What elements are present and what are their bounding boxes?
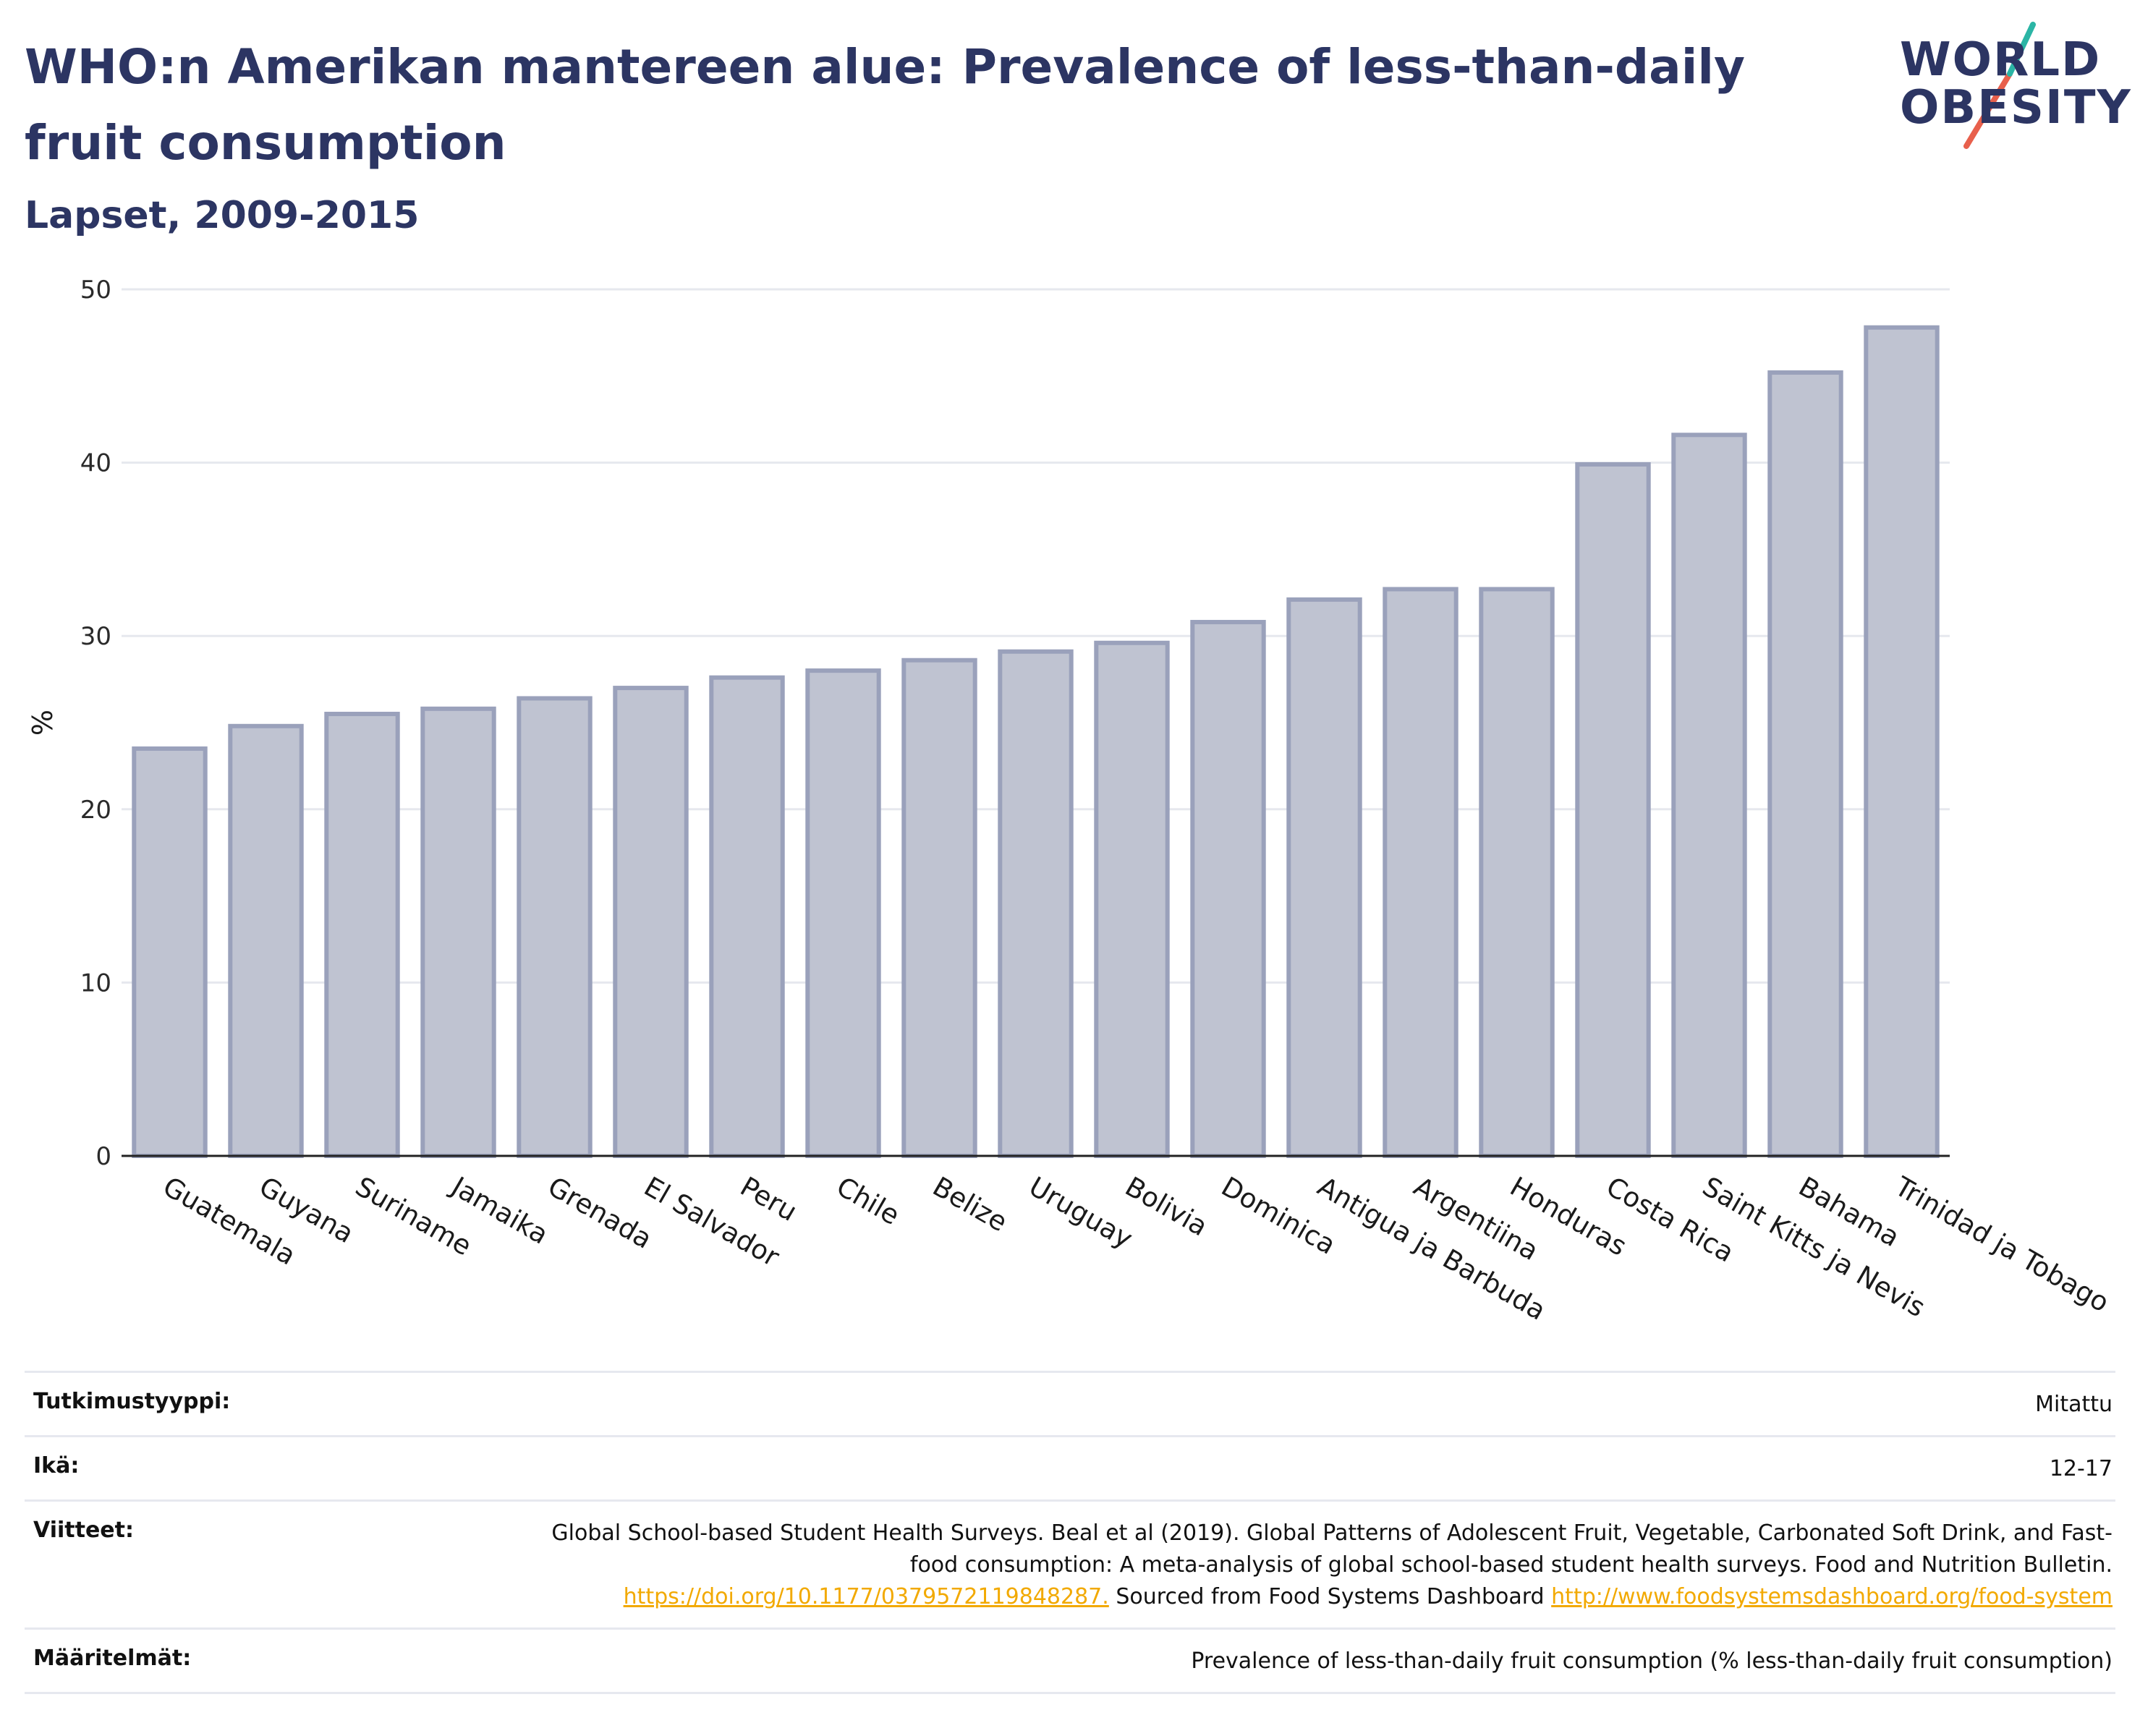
bar: [1286, 597, 1362, 1159]
bar: [613, 686, 689, 1158]
logo-word-obesity: OBESITY: [1900, 81, 2132, 135]
y-tick-label: 20: [80, 796, 111, 825]
references-source-text: Sourced from Food Systems Dashboard: [1116, 1584, 1545, 1609]
x-tick-label: Belize: [927, 1171, 1013, 1238]
references-value: Global School-based Student Health Surve…: [521, 1518, 2115, 1613]
bar: [420, 706, 496, 1158]
bar: [1575, 461, 1651, 1159]
bar: [1767, 370, 1843, 1158]
x-tick-label: Peru: [735, 1171, 802, 1227]
y-tick-label: 50: [80, 276, 111, 305]
bar: [1864, 325, 1940, 1158]
x-tick-label: Grenada: [543, 1171, 657, 1255]
bar: [1671, 433, 1747, 1159]
study-type-value: Mitattu: [2035, 1392, 2113, 1417]
bar: [709, 675, 785, 1158]
bar: [1094, 640, 1170, 1158]
bar-chart-svg: 01020304050%GuatemalaGuyanaSurinameJamai…: [27, 276, 2115, 1327]
chart-subtitle: Lapset, 2009-2015: [25, 194, 420, 237]
world-obesity-logo: WORLD OBESITY: [1881, 22, 2131, 152]
meta-row-study-type: Tutkimustyyppi: Mitattu: [25, 1371, 2115, 1435]
references-text: Global School-based Student Health Surve…: [551, 1520, 2113, 1578]
bar: [805, 668, 881, 1158]
bar: [324, 712, 400, 1158]
bar: [228, 723, 304, 1158]
definitions-value: Prevalence of less-than-daily fruit cons…: [1191, 1648, 2113, 1674]
logo-slash-icon: [1963, 22, 2036, 149]
age-label: Ikä:: [33, 1453, 80, 1478]
age-value: 12-17: [2049, 1456, 2113, 1481]
chart-title: WHO:n Amerikan mantereen alue: Prevalenc…: [25, 39, 1745, 171]
food-systems-dashboard-link[interactable]: http://www.foodsystemsdashboard.org/food…: [1551, 1584, 2113, 1609]
y-tick-label: 10: [80, 969, 111, 997]
bar: [901, 658, 977, 1158]
y-tick-label: 40: [80, 449, 111, 478]
bar-chart: 0 10 20 30 40 50% Guatemala Guyana Suriname Jamai…: [0, 260, 2140, 1345]
doi-link[interactable]: https://doi.org/10.1177/0379572119848287…: [623, 1584, 1109, 1609]
definitions-label: Määritelmät:: [33, 1646, 192, 1671]
references-label: Viitteet:: [33, 1518, 134, 1543]
x-tick-label: Uruguay: [1024, 1171, 1138, 1255]
bar: [998, 649, 1074, 1158]
bar: [1383, 587, 1458, 1158]
metadata-table: Tutkimustyyppi: Mitattu Ikä: 12-17 Viitt…: [25, 1371, 2115, 1694]
bar: [1479, 587, 1555, 1158]
meta-row-definitions: Määritelmät: Prevalence of less-than-dai…: [25, 1628, 2115, 1694]
meta-row-age: Ikä: 12-17: [25, 1435, 2115, 1499]
x-tick-label: Chile: [831, 1171, 905, 1232]
logo-word-world: WORLD: [1900, 33, 2102, 87]
study-type-label: Tutkimustyyppi:: [33, 1389, 231, 1414]
y-tick-label: 30: [80, 622, 111, 651]
y-axis-title: %: [27, 710, 59, 736]
bar: [132, 746, 208, 1158]
meta-row-references: Viitteet: Global School-based Student He…: [25, 1499, 2115, 1628]
bar: [1190, 620, 1266, 1159]
y-tick-label: 0: [95, 1142, 111, 1171]
bar: [517, 696, 593, 1158]
